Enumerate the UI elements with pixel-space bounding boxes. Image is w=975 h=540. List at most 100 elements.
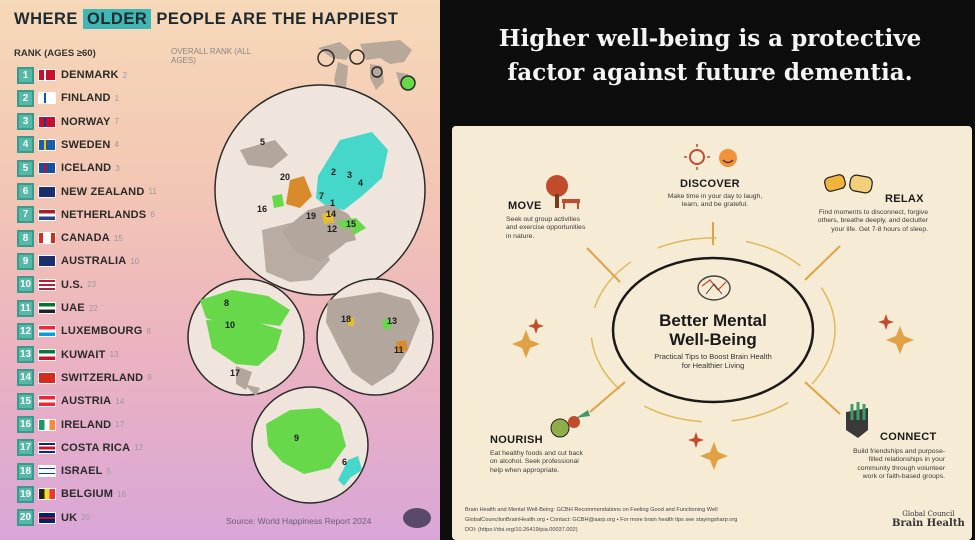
- overall-rank: 13: [109, 350, 119, 360]
- country-name: NEW ZEALAND: [61, 185, 145, 198]
- headline-line-2: factor against future dementia.: [507, 59, 913, 86]
- map-label-europe-5: 1: [330, 198, 335, 208]
- flag-icon: [38, 115, 56, 128]
- pillow-icon: [824, 174, 873, 194]
- rank-number: 15: [17, 392, 34, 410]
- discover-description: Make time in your day to laugh, learn, an…: [667, 193, 763, 209]
- map-label-europe-7: 16: [257, 204, 267, 214]
- country-name: AUSTRALIA: [61, 255, 127, 268]
- country-name: DENMARK: [61, 69, 119, 81]
- nourish-title: NOURISH: [490, 434, 543, 446]
- map-label-europe-8: 19: [306, 211, 316, 221]
- rank-number: 13: [17, 346, 34, 364]
- rank-number: 10: [17, 276, 34, 294]
- map-label-europe-4: 2: [331, 167, 336, 177]
- map-label-europe-1: 20: [280, 172, 290, 182]
- overall-rank: 12: [134, 443, 144, 453]
- map-label-mideast-2: 11: [394, 345, 404, 355]
- country-name: NETHERLANDS: [61, 208, 147, 221]
- flag-icon: [38, 371, 56, 384]
- overall-rank: 5: [106, 466, 111, 476]
- overall-rank: 14: [115, 396, 125, 406]
- rank-header: RANK (AGES ≥60): [14, 48, 96, 59]
- rank-row: 6 NEW ZEALAND 11: [17, 183, 157, 201]
- rank-number: 4: [17, 136, 34, 154]
- rank-row: 1 DENMARK 2: [17, 66, 127, 84]
- map-label-america-1: 10: [225, 320, 235, 330]
- rank-row: 11 UAE 22: [17, 299, 98, 317]
- map-label-europe-0: 5: [260, 137, 265, 147]
- overall-rank: 20: [81, 513, 91, 523]
- connect-title: CONNECT: [880, 431, 937, 443]
- map-label-mideast-0: 18: [341, 314, 351, 324]
- brain-icon: [697, 275, 731, 301]
- map-label-oceania-1: 6: [342, 457, 347, 467]
- rank-row: 18 ISRAEL 5: [17, 462, 111, 480]
- slide-headline: Higher well-being is a protective factor…: [490, 22, 930, 90]
- flag-icon: [38, 418, 56, 431]
- rank-row: 9 AUSTRALIA 10: [17, 252, 139, 270]
- overall-rank: 8: [146, 326, 151, 336]
- overall-rank: 4: [114, 140, 119, 150]
- rank-number: 12: [17, 322, 34, 340]
- map-label-oceania-0: 9: [294, 433, 299, 443]
- map-label-america-0: 8: [224, 298, 229, 308]
- infographic-title: WHERE OLDER PEOPLE ARE THE HAPPIEST: [14, 9, 399, 29]
- map-labels: 5 20 3 4 2 1 7 16 19 14 12 15 8 10 17 18…: [224, 137, 404, 467]
- overall-rank: 9: [147, 373, 152, 383]
- happiness-infographic: WHERE OLDER PEOPLE ARE THE HAPPIEST RANK…: [0, 0, 440, 540]
- flag-icon: [38, 465, 56, 478]
- country-name: BELGIUM: [61, 488, 114, 501]
- tree-icon: [546, 175, 580, 209]
- rank-number: 20: [17, 509, 34, 527]
- map-label-mideast-1: 13: [387, 316, 397, 326]
- flag-icon: [38, 348, 56, 361]
- country-name: LUXEMBOURG: [61, 325, 143, 338]
- overall-rank: 11: [148, 187, 157, 196]
- flag-icon: [38, 278, 56, 291]
- overall-rank: 22: [88, 303, 98, 313]
- overall-rank: 17: [115, 420, 125, 429]
- headline-line-1: Higher well-being is a protective: [498, 25, 922, 52]
- europe-map: [214, 84, 426, 296]
- rank-number: 9: [17, 252, 34, 270]
- title-part-1: WHERE: [14, 10, 78, 28]
- rank-row: 7 NETHERLANDS 6: [17, 206, 155, 224]
- relax-description: Find moments to disconnect, forgive other…: [817, 209, 928, 233]
- flag-icon: [38, 395, 56, 408]
- country-name: NORWAY: [61, 115, 111, 128]
- overall-rank: 2: [122, 70, 128, 80]
- map-label-europe-2: 3: [347, 170, 352, 180]
- overall-rank: 15: [113, 233, 123, 243]
- rank-row: 10 U.S. 23: [17, 276, 96, 294]
- connector-lines: [586, 222, 841, 415]
- rank-row: 17 COSTA RICA 12: [17, 439, 143, 457]
- source-credit: Source: World Happiness Report 2024: [226, 516, 372, 526]
- country-name: SWEDEN: [61, 138, 111, 151]
- title-part-2: PEOPLE ARE THE HAPPIEST: [156, 10, 399, 28]
- map-label-europe-11: 15: [346, 219, 356, 229]
- brain-health-poster: [452, 126, 972, 540]
- map-label-europe-3: 4: [358, 178, 363, 188]
- title-highlight: OLDER: [83, 9, 152, 29]
- rank-number: 5: [17, 159, 34, 177]
- center-title: Better Mental Well-Being: [659, 311, 767, 349]
- map-label-europe-10: 12: [327, 224, 337, 234]
- center-subtitle: Practical Tips to Boost Brain Health for …: [654, 352, 772, 370]
- flag-icon: [38, 92, 56, 105]
- move-description: Seek out group activities and exercise op…: [506, 216, 586, 240]
- overall-rank: 7: [114, 117, 119, 127]
- rank-number: 7: [17, 206, 34, 224]
- rank-row: 16 IRELAND 17: [17, 416, 124, 434]
- overall-rank: 10: [130, 256, 140, 266]
- flag-icon: [38, 69, 56, 81]
- flag-icon: [38, 185, 56, 198]
- country-name: SWITZERLAND: [61, 371, 144, 384]
- country-name: UK: [61, 511, 78, 524]
- fruit-icon: [550, 410, 590, 438]
- rank-number: 8: [17, 229, 34, 247]
- country-name: AUSTRIA: [61, 395, 112, 408]
- footer-citation: Brain Health and Mental Well-Being: GCBH…: [465, 507, 718, 513]
